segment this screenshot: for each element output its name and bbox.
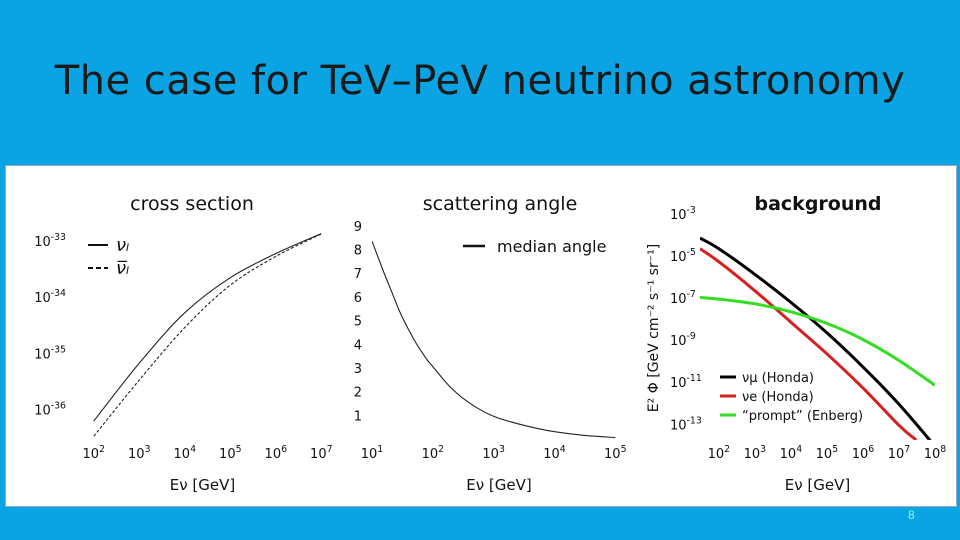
y-tick-label: 6 (354, 291, 362, 306)
x-tick-label: 103 (128, 444, 151, 462)
y-tick-label: 1 (354, 409, 362, 424)
y-tick-label: 10-5 (670, 247, 696, 265)
x-tick-label: 105 (219, 444, 242, 462)
y-tick-label: 10-33 (34, 232, 66, 250)
series-line-2-2 (700, 296, 935, 387)
y-tick-label: 10-34 (34, 288, 66, 306)
series-line-0-1 (93, 233, 322, 437)
legend-label: “prompt” (Enberg) (742, 409, 863, 424)
x-tick-label: 108 (924, 444, 947, 462)
x-tick-label: 102 (708, 444, 731, 462)
x-tick-label: 106 (852, 444, 875, 462)
y-tick-label: 8 (354, 244, 362, 259)
y-tick-label: 9 (354, 220, 362, 235)
x-tick-label: 104 (174, 444, 197, 462)
chart-title: scattering angle (423, 193, 578, 215)
y-tick-label: 10-7 (670, 289, 696, 307)
x-axis-label: Eν [GeV] (170, 476, 235, 494)
x-tick-label: 105 (816, 444, 839, 462)
y-tick-label: 10-11 (670, 373, 702, 391)
x-tick-label: 105 (604, 444, 627, 462)
y-tick-label: 10-3 (670, 205, 696, 223)
x-tick-label: 107 (310, 444, 333, 462)
chart-title: background (755, 193, 882, 215)
y-tick-label: 7 (354, 267, 362, 282)
y-tick-label: 10-35 (34, 344, 66, 362)
page-number: 8 (908, 508, 915, 522)
x-tick-label: 102 (422, 444, 445, 462)
y-tick-label: 4 (354, 338, 362, 353)
slide-title: The case for TeV–PeV neutrino astronomy (54, 58, 906, 104)
legend-label: ν̅ₗ (116, 258, 129, 279)
series-line-0-0 (93, 233, 322, 422)
y-axis-label: E² Φ [GeV cm⁻² s⁻¹ sr⁻¹] (646, 244, 662, 412)
legend-label: νe (Honda) (742, 390, 814, 405)
y-tick-label: 5 (354, 315, 362, 330)
legend-label: νμ (Honda) (742, 371, 814, 386)
series-line-1-0 (372, 240, 616, 439)
y-tick-label: 3 (354, 362, 362, 377)
legend-label: νₗ (116, 235, 129, 256)
x-tick-label: 103 (744, 444, 767, 462)
x-tick-label: 104 (780, 444, 803, 462)
x-axis-label: Eν [GeV] (785, 476, 850, 494)
x-tick-label: 103 (482, 444, 505, 462)
y-tick-label: 2 (354, 386, 362, 401)
y-tick-label: 10-13 (670, 415, 702, 433)
y-tick-label: 10-9 (670, 331, 696, 349)
x-axis-label: Eν [GeV] (466, 476, 531, 494)
x-tick-label: 107 (888, 444, 911, 462)
chart-title: cross section (130, 193, 254, 215)
x-tick-label: 104 (543, 444, 566, 462)
series-line-2-1 (700, 247, 918, 440)
x-tick-label: 102 (83, 444, 106, 462)
legend-label: median angle (497, 237, 606, 256)
x-tick-label: 101 (361, 444, 384, 462)
figure-panel (5, 165, 957, 507)
x-tick-label: 106 (265, 444, 288, 462)
y-tick-label: 10-36 (34, 401, 66, 419)
